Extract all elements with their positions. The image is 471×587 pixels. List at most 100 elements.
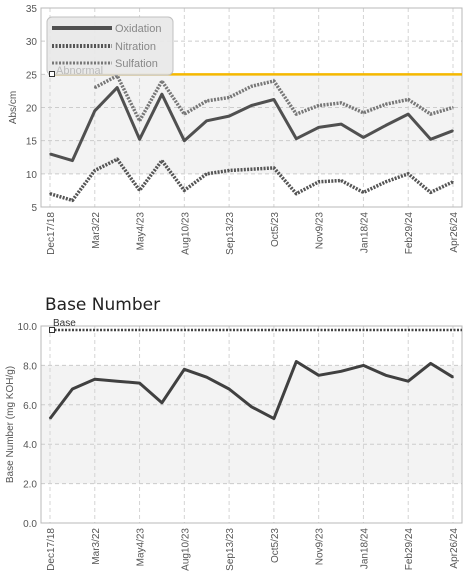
data-point (452, 106, 454, 109)
data-point (295, 192, 298, 195)
y-tick-label: 30 (26, 37, 38, 48)
x-tick-label: Sep13/23 (225, 528, 236, 571)
data-point (340, 370, 342, 373)
chart1-x-ticks: Dec17/18 Mar3/22 May4/23 Aug10/23 Sep13/23 Oc… (46, 212, 460, 255)
x-tick-label: Jan18/24 (359, 528, 370, 570)
data-point (317, 126, 320, 129)
data-point (273, 80, 275, 82)
data-point (250, 104, 253, 107)
x-tick-label: Oct5/23 (270, 212, 281, 247)
data-point (295, 360, 298, 363)
data-point (317, 374, 320, 377)
data-point (93, 169, 96, 172)
y-tick-label: 10.0 (18, 322, 38, 333)
data-point (138, 382, 141, 384)
data-point (205, 100, 208, 102)
data-point (93, 86, 96, 89)
y-tick-label: 2.0 (23, 480, 37, 491)
data-point (228, 169, 230, 172)
data-point (273, 417, 275, 420)
x-tick-label: Apr26/24 (449, 528, 460, 569)
threshold-label-abnormal: Abnormal (56, 65, 103, 77)
x-tick-label: Aug10/23 (180, 528, 191, 571)
chart2-title: Base Number (45, 295, 160, 315)
data-point (385, 103, 387, 105)
data-point (71, 388, 74, 390)
data-point (362, 112, 365, 114)
chart1-series (49, 73, 454, 203)
data-point (250, 405, 253, 408)
data-point (407, 113, 410, 115)
y-tick-label: 15 (26, 137, 38, 148)
y-tick-label: 0.0 (23, 519, 37, 530)
data-point (340, 179, 342, 182)
data-point (452, 180, 454, 183)
legend-label-sulfation: Sulfation (115, 58, 158, 70)
data-point (429, 362, 432, 365)
base-threshold-marker (49, 327, 55, 333)
chart1-y-axis-label: Abs/cm (8, 91, 19, 124)
x-tick-label: May4/23 (136, 528, 147, 567)
x-tick-label: Mar3/22 (91, 528, 102, 565)
x-tick-label: Apr26/24 (449, 212, 460, 253)
data-point (116, 158, 118, 161)
chart1-legend: Oxidation Nitration Sulfation Abnormal (46, 16, 174, 77)
data-point (161, 159, 163, 162)
data-point (205, 376, 208, 379)
data-point (317, 180, 320, 183)
y-tick-label: 25 (26, 70, 38, 81)
data-point (71, 199, 74, 202)
data-point (161, 80, 163, 82)
data-point (295, 137, 298, 140)
data-point (116, 380, 118, 382)
data-point (385, 124, 387, 127)
data-point (452, 129, 454, 132)
x-tick-label: Nov9/23 (315, 212, 326, 250)
data-point (138, 119, 141, 122)
chart2-x-ticks: Dec17/18 Mar3/22 May4/23 Aug10/23 Sep13/23 Oc… (46, 528, 460, 571)
data-point (362, 191, 365, 194)
data-point (429, 113, 432, 115)
x-tick-label: Nov9/23 (315, 528, 326, 566)
chart1-y-ticks: 5 10 15 20 25 30 35 (26, 4, 38, 214)
data-point (362, 136, 365, 139)
threshold-marker (49, 71, 55, 77)
base-number-chart: Base Number 0.0 2.0 4.0 6.0 8.0 10.0 Base Num… (5, 295, 463, 571)
data-point (183, 113, 186, 115)
chart1-plot-frame (40, 7, 463, 208)
data-point (407, 98, 410, 101)
x-tick-label: Jan18/24 (359, 212, 370, 254)
x-tick-label: Sep13/23 (225, 212, 236, 255)
y-tick-label: 10 (26, 170, 38, 181)
x-tick-label: Dec17/18 (46, 212, 57, 255)
chart2-plot-frame (40, 325, 463, 524)
data-point (161, 402, 163, 404)
data-point (205, 173, 208, 175)
data-point (317, 104, 320, 107)
x-tick-label: Aug10/23 (180, 212, 191, 255)
x-tick-label: Dec17/18 (46, 528, 57, 571)
data-point (71, 159, 74, 162)
oxidation-chart: 5 10 15 20 25 30 35 Abs/cm Dec17/18 Mar3/22 May4… (8, 4, 463, 255)
data-point (407, 173, 410, 175)
y-tick-label: 4.0 (23, 440, 37, 451)
legend-label-nitration: Nitration (115, 41, 156, 53)
data-point (116, 86, 118, 89)
y-tick-label: 35 (26, 4, 38, 15)
data-point (205, 119, 208, 122)
x-tick-label: May4/23 (136, 212, 147, 251)
data-point (161, 93, 163, 96)
data-point (250, 168, 253, 170)
y-tick-label: 8.0 (23, 361, 37, 372)
data-point (362, 364, 365, 367)
data-point (93, 110, 96, 112)
chart2-series (48, 360, 454, 421)
data-point (49, 192, 51, 195)
y-tick-label: 5 (31, 203, 37, 214)
chart1-normal-band (41, 74, 462, 174)
data-point (228, 96, 230, 99)
legend-label-oxidation: Oxidation (115, 23, 161, 35)
data-point (452, 376, 454, 379)
x-tick-label: Oct5/23 (270, 528, 281, 563)
